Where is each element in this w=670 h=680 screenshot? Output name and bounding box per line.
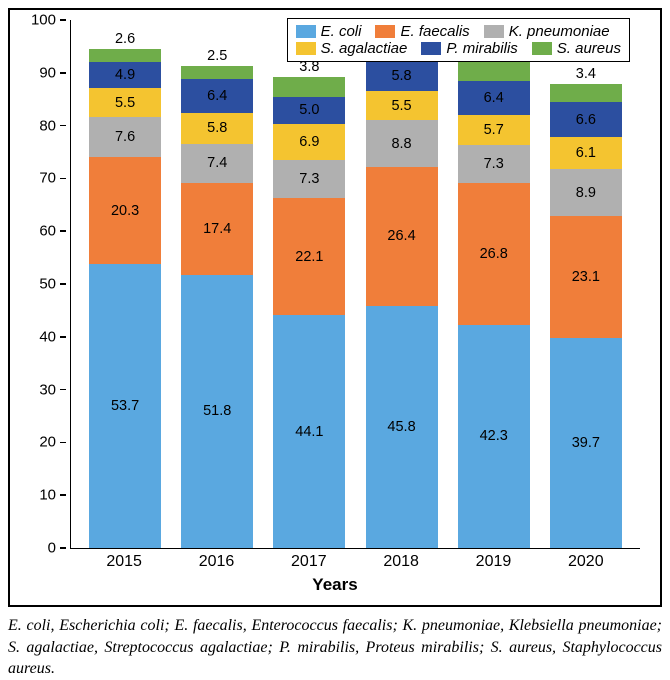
x-axis-title: Years [10,575,660,595]
y-tick-label: 30 [39,381,56,398]
chart-container: E. coli E. faecalis K. pneumoniae S. agalac… [0,8,670,680]
legend-item-sagalactiae: S. agalactiae [296,40,408,57]
segment-ecoli: 44.1 [273,315,345,548]
segment-sagalactiae: 5.7 [458,115,530,145]
segment-saureus [181,66,253,79]
y-tick-label: 60 [39,223,56,240]
y-tick-label: 20 [39,434,56,451]
legend-item-ecoli: E. coli [296,23,362,40]
segment-kpneumoniae: 7.4 [181,144,253,183]
legend-label: S. aureus [557,40,621,57]
segment-value: 2.6 [115,31,135,47]
segment-ecoli: 39.7 [550,338,622,548]
segment-pmirabilis: 6.6 [550,102,622,137]
segment-efaecalis: 23.1 [550,216,622,338]
legend-item-kpneumoniae: K. pneumoniae [484,23,610,40]
legend-item-pmirabilis: P. mirabilis [421,40,517,57]
y-tick-label: 0 [48,540,56,557]
segment-ecoli: 42.3 [458,325,530,548]
legend-item-efaecalis: E. faecalis [375,23,469,40]
segment-kpneumoniae: 8.8 [366,120,438,166]
y-tick-label: 40 [39,328,56,345]
segment-efaecalis: 26.4 [366,167,438,306]
bar-2019: 42.326.87.35.76.44.0 [458,60,530,548]
y-tick-label: 100 [31,12,56,29]
segment-efaecalis: 20.3 [89,157,161,264]
x-tick-label: 2019 [457,553,529,571]
chart-border: E. coli E. faecalis K. pneumoniae S. agalac… [8,8,662,607]
legend: E. coli E. faecalis K. pneumoniae S. agalac… [287,18,630,62]
segment-kpneumoniae: 7.3 [273,160,345,199]
y-tick-label: 10 [39,487,56,504]
legend-swatch [484,25,504,38]
x-axis: 2015 2016 2017 2018 2019 2020 [70,553,640,571]
bar-2016: 51.817.47.45.86.42.5 [181,66,253,548]
segment-pmirabilis: 4.9 [89,62,161,88]
bar-2020: 39.723.18.96.16.63.4 [550,84,622,548]
segment-kpneumoniae: 8.9 [550,169,622,216]
x-tick-label: 2015 [88,553,160,571]
segment-saureus [89,49,161,63]
segment-value: 3.4 [576,66,596,82]
segment-saureus [550,84,622,102]
segment-pmirabilis: 5.8 [366,61,438,92]
legend-swatch [421,42,441,55]
segment-kpneumoniae: 7.3 [458,145,530,184]
x-tick-label: 2018 [365,553,437,571]
bar-2015: 53.720.37.65.54.92.6 [89,49,161,548]
y-tick-label: 80 [39,117,56,134]
segment-saureus [273,77,345,97]
bar-2017: 44.122.17.36.95.03.8 [273,77,345,548]
legend-label: E. coli [321,23,362,40]
caption: E. coli, Escherichia coli; E. faecalis, … [8,615,662,680]
bar-2018: 45.826.48.85.55.81.7 [366,52,438,548]
segment-efaecalis: 22.1 [273,198,345,315]
segment-efaecalis: 17.4 [181,183,253,275]
legend-label: K. pneumoniae [509,23,610,40]
segment-pmirabilis: 5.0 [273,97,345,123]
segment-sagalactiae: 6.9 [273,124,345,160]
legend-swatch [375,25,395,38]
segment-efaecalis: 26.8 [458,183,530,325]
legend-swatch [296,25,316,38]
plot-area: Percentage of total isolates 01020304050… [70,20,640,549]
x-tick-label: 2016 [180,553,252,571]
segment-sagalactiae: 6.1 [550,137,622,169]
segment-pmirabilis: 6.4 [181,79,253,113]
segment-sagalactiae: 5.5 [366,91,438,120]
segment-sagalactiae: 5.5 [89,88,161,117]
legend-item-saureus: S. aureus [532,40,621,57]
segment-value: 2.5 [207,48,227,64]
y-tick-label: 90 [39,64,56,81]
x-tick-label: 2017 [273,553,345,571]
x-tick-label: 2020 [550,553,622,571]
segment-saureus [458,60,530,81]
bars-area: 53.720.37.65.54.92.651.817.47.45.86.42.5… [71,20,640,548]
legend-label: E. faecalis [400,23,469,40]
legend-swatch [532,42,552,55]
legend-label: S. agalactiae [321,40,408,57]
segment-ecoli: 53.7 [89,264,161,548]
segment-ecoli: 51.8 [181,275,253,549]
legend-label: P. mirabilis [446,40,517,57]
segment-kpneumoniae: 7.6 [89,117,161,157]
y-tick-label: 70 [39,170,56,187]
segment-sagalactiae: 5.8 [181,113,253,144]
y-tick-label: 50 [39,276,56,293]
legend-swatch [296,42,316,55]
segment-ecoli: 45.8 [366,306,438,548]
y-axis: 0102030405060708090100 [26,20,66,548]
segment-pmirabilis: 6.4 [458,81,530,115]
